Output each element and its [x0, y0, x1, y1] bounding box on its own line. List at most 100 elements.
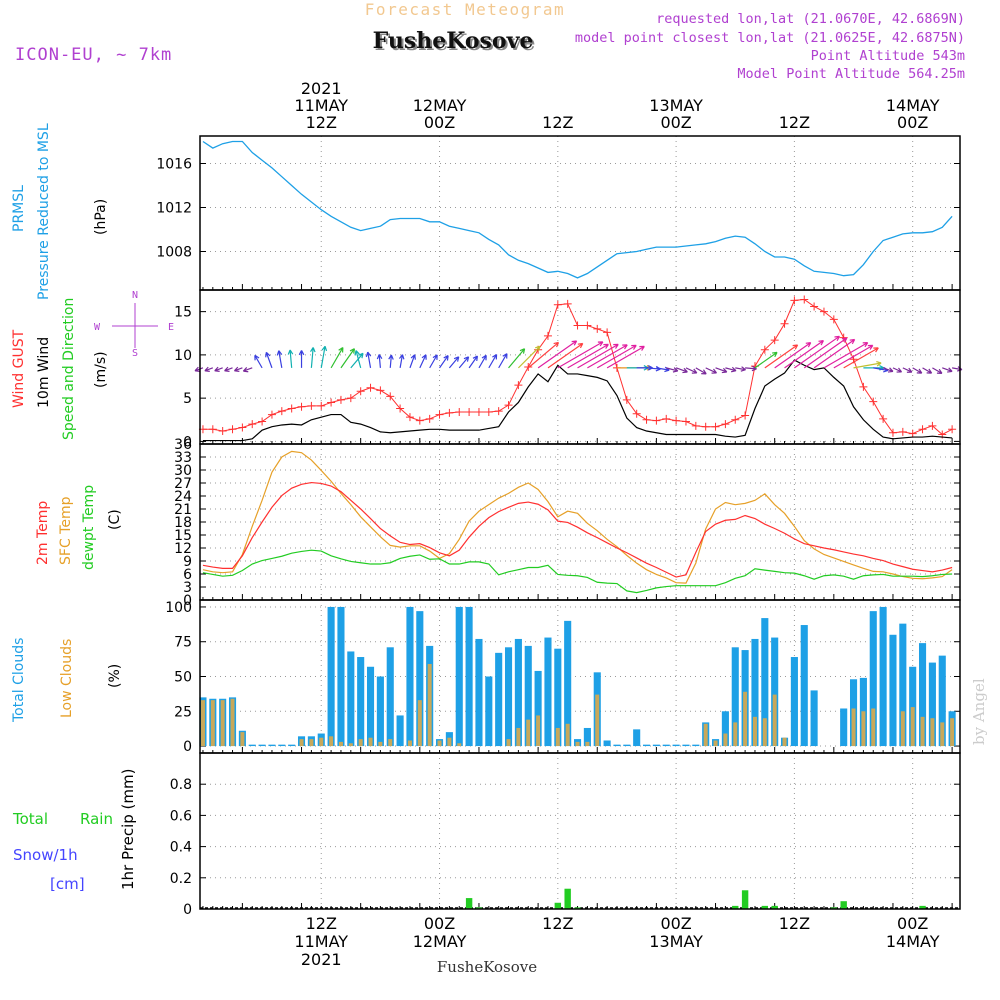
gust-marker [553, 300, 562, 309]
total-cloud-bar [248, 744, 256, 747]
wind-direction-arrow [774, 342, 812, 369]
low-cloud-bar [861, 711, 866, 747]
y-tick-label: 15 [174, 528, 192, 544]
gust-marker [701, 422, 710, 431]
total-cloud-bar [327, 606, 335, 747]
gust-marker [258, 417, 267, 426]
precip-label-cm: [cm] [50, 875, 85, 893]
total-cloud-bar [692, 744, 700, 747]
low-cloud-bar [516, 727, 521, 747]
top-time-label: 12Z [779, 113, 810, 132]
precip-label-snow: Snow/1h [13, 846, 78, 864]
low-cloud-bar [752, 716, 757, 747]
wind-direction-arrow [843, 347, 879, 369]
gust-marker [859, 382, 868, 391]
panel-frame [199, 752, 961, 910]
total-cloud-bar [662, 744, 670, 747]
wind-direction-arrow [265, 351, 273, 369]
low-cloud-bar [585, 741, 590, 747]
total-cloud-bar [534, 670, 542, 747]
wind-direction-arrow [882, 367, 894, 373]
wind-direction-arrow [448, 356, 460, 369]
requested-point: requested lon,lat (21.0670E, 42.6869N) [656, 11, 965, 27]
gust-marker [790, 296, 799, 305]
gust-marker [474, 407, 483, 416]
gust-marker [869, 397, 878, 406]
total-cloud-bar [524, 645, 532, 747]
total-cloud-bar [771, 637, 779, 747]
y-tick-label: 0 [183, 739, 192, 755]
low-cloud-bar [900, 711, 905, 747]
gust-marker [238, 423, 247, 432]
low-cloud-bar [240, 732, 245, 747]
gust-marker [346, 394, 355, 403]
wind-direction-arrow [340, 348, 356, 369]
wind-direction-arrow [429, 354, 438, 369]
gust-marker [425, 414, 434, 423]
low-cloud-bar [457, 743, 462, 747]
pressure-labels: PRMSL Pressure Reduced to MSL (hPa) [11, 123, 109, 300]
total-cloud-bar [514, 638, 522, 747]
low-cloud-bar [536, 715, 541, 747]
gust-marker [770, 336, 779, 345]
y-tick-label: 0 [183, 902, 192, 918]
wind-direction-arrow [498, 353, 508, 369]
total-cloud-bar [928, 662, 936, 747]
low-cloud-bar [437, 740, 442, 747]
wind-direction-arrow [537, 340, 578, 369]
closest-point: model point closest lon,lat (21.0625E, 4… [575, 30, 965, 46]
compass-s: S [132, 348, 138, 359]
wind-direction-arrow [214, 366, 223, 372]
wind-direction-arrow [224, 366, 233, 372]
panel-1: 1008 1012 1016 [156, 135, 961, 291]
wind-direction-arrow [388, 354, 394, 368]
y-tick-label: 5 [183, 391, 192, 407]
gust-marker [455, 407, 464, 416]
y-tick-label: 6 [183, 567, 192, 583]
rain-bar [919, 905, 926, 909]
low-cloud-bar [388, 739, 393, 747]
gust-marker [829, 315, 838, 324]
low-cloud-bar [309, 739, 314, 747]
gust-marker [405, 413, 414, 422]
gust-marker [287, 404, 296, 413]
top-time-label: 00Z [424, 113, 455, 132]
low-cloud-bar [920, 716, 925, 747]
gust-marker [543, 331, 552, 340]
y-tick-label: 33 [174, 450, 192, 466]
wind-direction-arrow [606, 345, 645, 369]
y-tick-label: 0 [183, 593, 192, 609]
gust-marker [672, 416, 681, 425]
top-time-label: 12Z [306, 113, 337, 132]
gust-marker [652, 416, 661, 425]
wind-direction-arrow [754, 351, 778, 369]
y-tick-label: 3 [183, 580, 192, 596]
gust-marker [336, 395, 345, 404]
low-cloud-bar [595, 694, 600, 747]
low-cloud-bar [506, 739, 511, 747]
wind-direction-arrow [675, 367, 688, 374]
total-cloud-bar [642, 744, 651, 747]
wind-direction-arrow [320, 345, 328, 368]
wind-direction-arrow [398, 354, 405, 368]
y-tick-label: 100 [165, 600, 192, 616]
gust-marker [524, 363, 533, 371]
rain-bar [574, 907, 581, 909]
total-cloud-bar [396, 715, 404, 747]
gust-marker [593, 324, 602, 333]
total-cloud-bar [386, 647, 394, 747]
bottom-time-label: 2021 [301, 950, 342, 969]
y-tick-label: 27 [174, 476, 192, 492]
total-cloud-bar [909, 666, 917, 747]
wind-direction-arrow [705, 367, 718, 374]
y-tick-label: 10 [174, 348, 192, 364]
panel-4: 0 25 50 75 100 [165, 599, 961, 755]
y-tick-label: 50 [174, 670, 192, 686]
wind-labels: Wind GUST 10m Wind Speed and Direction (… [11, 290, 174, 440]
gust-marker [218, 427, 227, 436]
gust-marker [898, 427, 907, 436]
rain-bar [741, 890, 749, 909]
y-tick-label: 0.2 [170, 871, 192, 887]
temp-label-dewpt: dewpt Temp [81, 485, 97, 570]
